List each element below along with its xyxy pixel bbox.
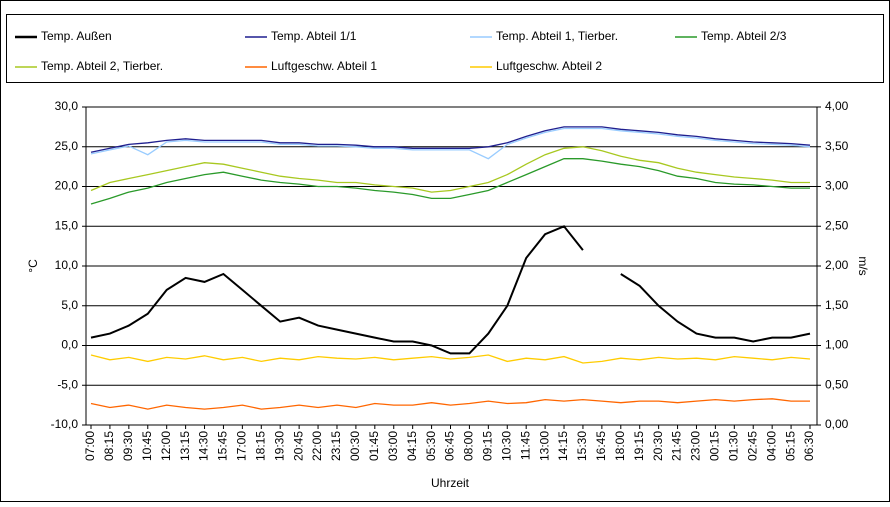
x-tick-label: 16:45	[594, 431, 608, 461]
legend-label: Temp. Abteil 1, Tierber.	[496, 29, 618, 43]
x-tick-label: 02:45	[745, 431, 759, 461]
x-tick-label: 04:15	[405, 431, 419, 461]
x-tick-label: 23:00	[689, 431, 703, 461]
x-tick-label: 00:15	[708, 431, 722, 461]
x-tick-label: 04:00	[764, 431, 778, 461]
x-tick-label: 01:45	[367, 431, 381, 461]
y2-tick-label: 1,00	[825, 338, 849, 352]
y-tick-label: 15,0	[55, 218, 79, 232]
legend-label: Temp. Abteil 2, Tierber.	[41, 59, 163, 73]
x-tick-label: 13:15	[178, 431, 192, 461]
y-tick-label: 25,0	[55, 139, 79, 153]
y2-tick-label: 1,50	[825, 298, 849, 312]
x-tick-label: 23:15	[329, 431, 343, 461]
x-tick-label: 22:00	[310, 431, 324, 461]
x-tick-label: 18:15	[253, 431, 267, 461]
x-tick-label: 15:30	[575, 431, 589, 461]
series-line	[90, 225, 811, 355]
x-tick-label: 12:00	[159, 431, 173, 461]
y-tick-label: -10,0	[51, 417, 79, 431]
x-tick-label: 15:45	[216, 431, 230, 461]
x-axis-title: Uhrzeit	[431, 476, 470, 490]
legend-label: Temp. Außen	[41, 29, 112, 43]
x-tick-label: 20:30	[651, 431, 665, 461]
x-tick-label: 03:00	[386, 431, 400, 461]
series-line	[90, 354, 811, 364]
x-tick-label: 19:15	[632, 431, 646, 461]
y-tick-label: 20,0	[55, 179, 79, 193]
x-tick-label: 09:15	[481, 431, 495, 461]
legend-label: Luftgeschw. Abteil 2	[496, 59, 602, 73]
series-line	[90, 398, 810, 410]
x-tick-label: 18:00	[613, 431, 627, 461]
y-tick-label: 5,0	[61, 298, 78, 312]
x-tick-label: 14:30	[197, 431, 211, 461]
y-axis-title: °C	[26, 259, 40, 273]
x-tick-label: 08:00	[462, 431, 476, 461]
y2-tick-label: 3,00	[825, 179, 849, 193]
x-tick-label: 11:45	[518, 431, 532, 460]
x-tick-label: 09:30	[121, 431, 135, 461]
x-tick-label: 00:30	[348, 431, 362, 461]
series-line	[90, 158, 810, 205]
y2-axis-title: m/s	[856, 256, 870, 275]
x-tick-label: 21:45	[670, 431, 684, 461]
series-line	[90, 146, 810, 193]
y2-tick-label: 2,50	[825, 218, 849, 232]
x-tick-label: 17:00	[235, 431, 249, 461]
y2-tick-label: 4,00	[825, 99, 849, 113]
y-tick-label: -5,0	[57, 377, 78, 391]
x-tick-label: 05:30	[424, 431, 438, 461]
x-tick-label: 08:15	[102, 431, 116, 461]
legend-label: Temp. Abteil 1/1	[271, 29, 357, 43]
series-line	[90, 127, 811, 160]
y-tick-label: 30,0	[55, 99, 79, 113]
x-tick-label: 10:45	[140, 431, 154, 461]
x-tick-label: 13:00	[537, 431, 551, 461]
x-tick-label: 14:15	[556, 431, 570, 461]
y-tick-label: 10,0	[55, 258, 79, 272]
y2-tick-label: 3,50	[825, 139, 849, 153]
x-tick-label: 01:30	[726, 431, 740, 461]
x-tick-label: 19:30	[272, 431, 286, 461]
x-tick-label: 06:30	[802, 431, 816, 461]
y2-tick-label: 0,50	[825, 377, 849, 391]
x-tick-label: 06:45	[443, 431, 457, 461]
legend-box	[6, 14, 884, 83]
x-tick-label: 07:00	[83, 431, 97, 461]
x-tick-label: 20:45	[291, 431, 305, 461]
y2-tick-label: 2,00	[825, 258, 849, 272]
legend-label: Luftgeschw. Abteil 1	[271, 59, 377, 73]
legend-label: Temp. Abteil 2/3	[701, 29, 787, 43]
series-line	[90, 126, 811, 153]
y-tick-label: 0,0	[61, 338, 78, 352]
x-tick-label: 05:15	[783, 431, 797, 461]
x-tick-label: 10:30	[499, 431, 513, 461]
y2-tick-label: 0,00	[825, 417, 849, 431]
